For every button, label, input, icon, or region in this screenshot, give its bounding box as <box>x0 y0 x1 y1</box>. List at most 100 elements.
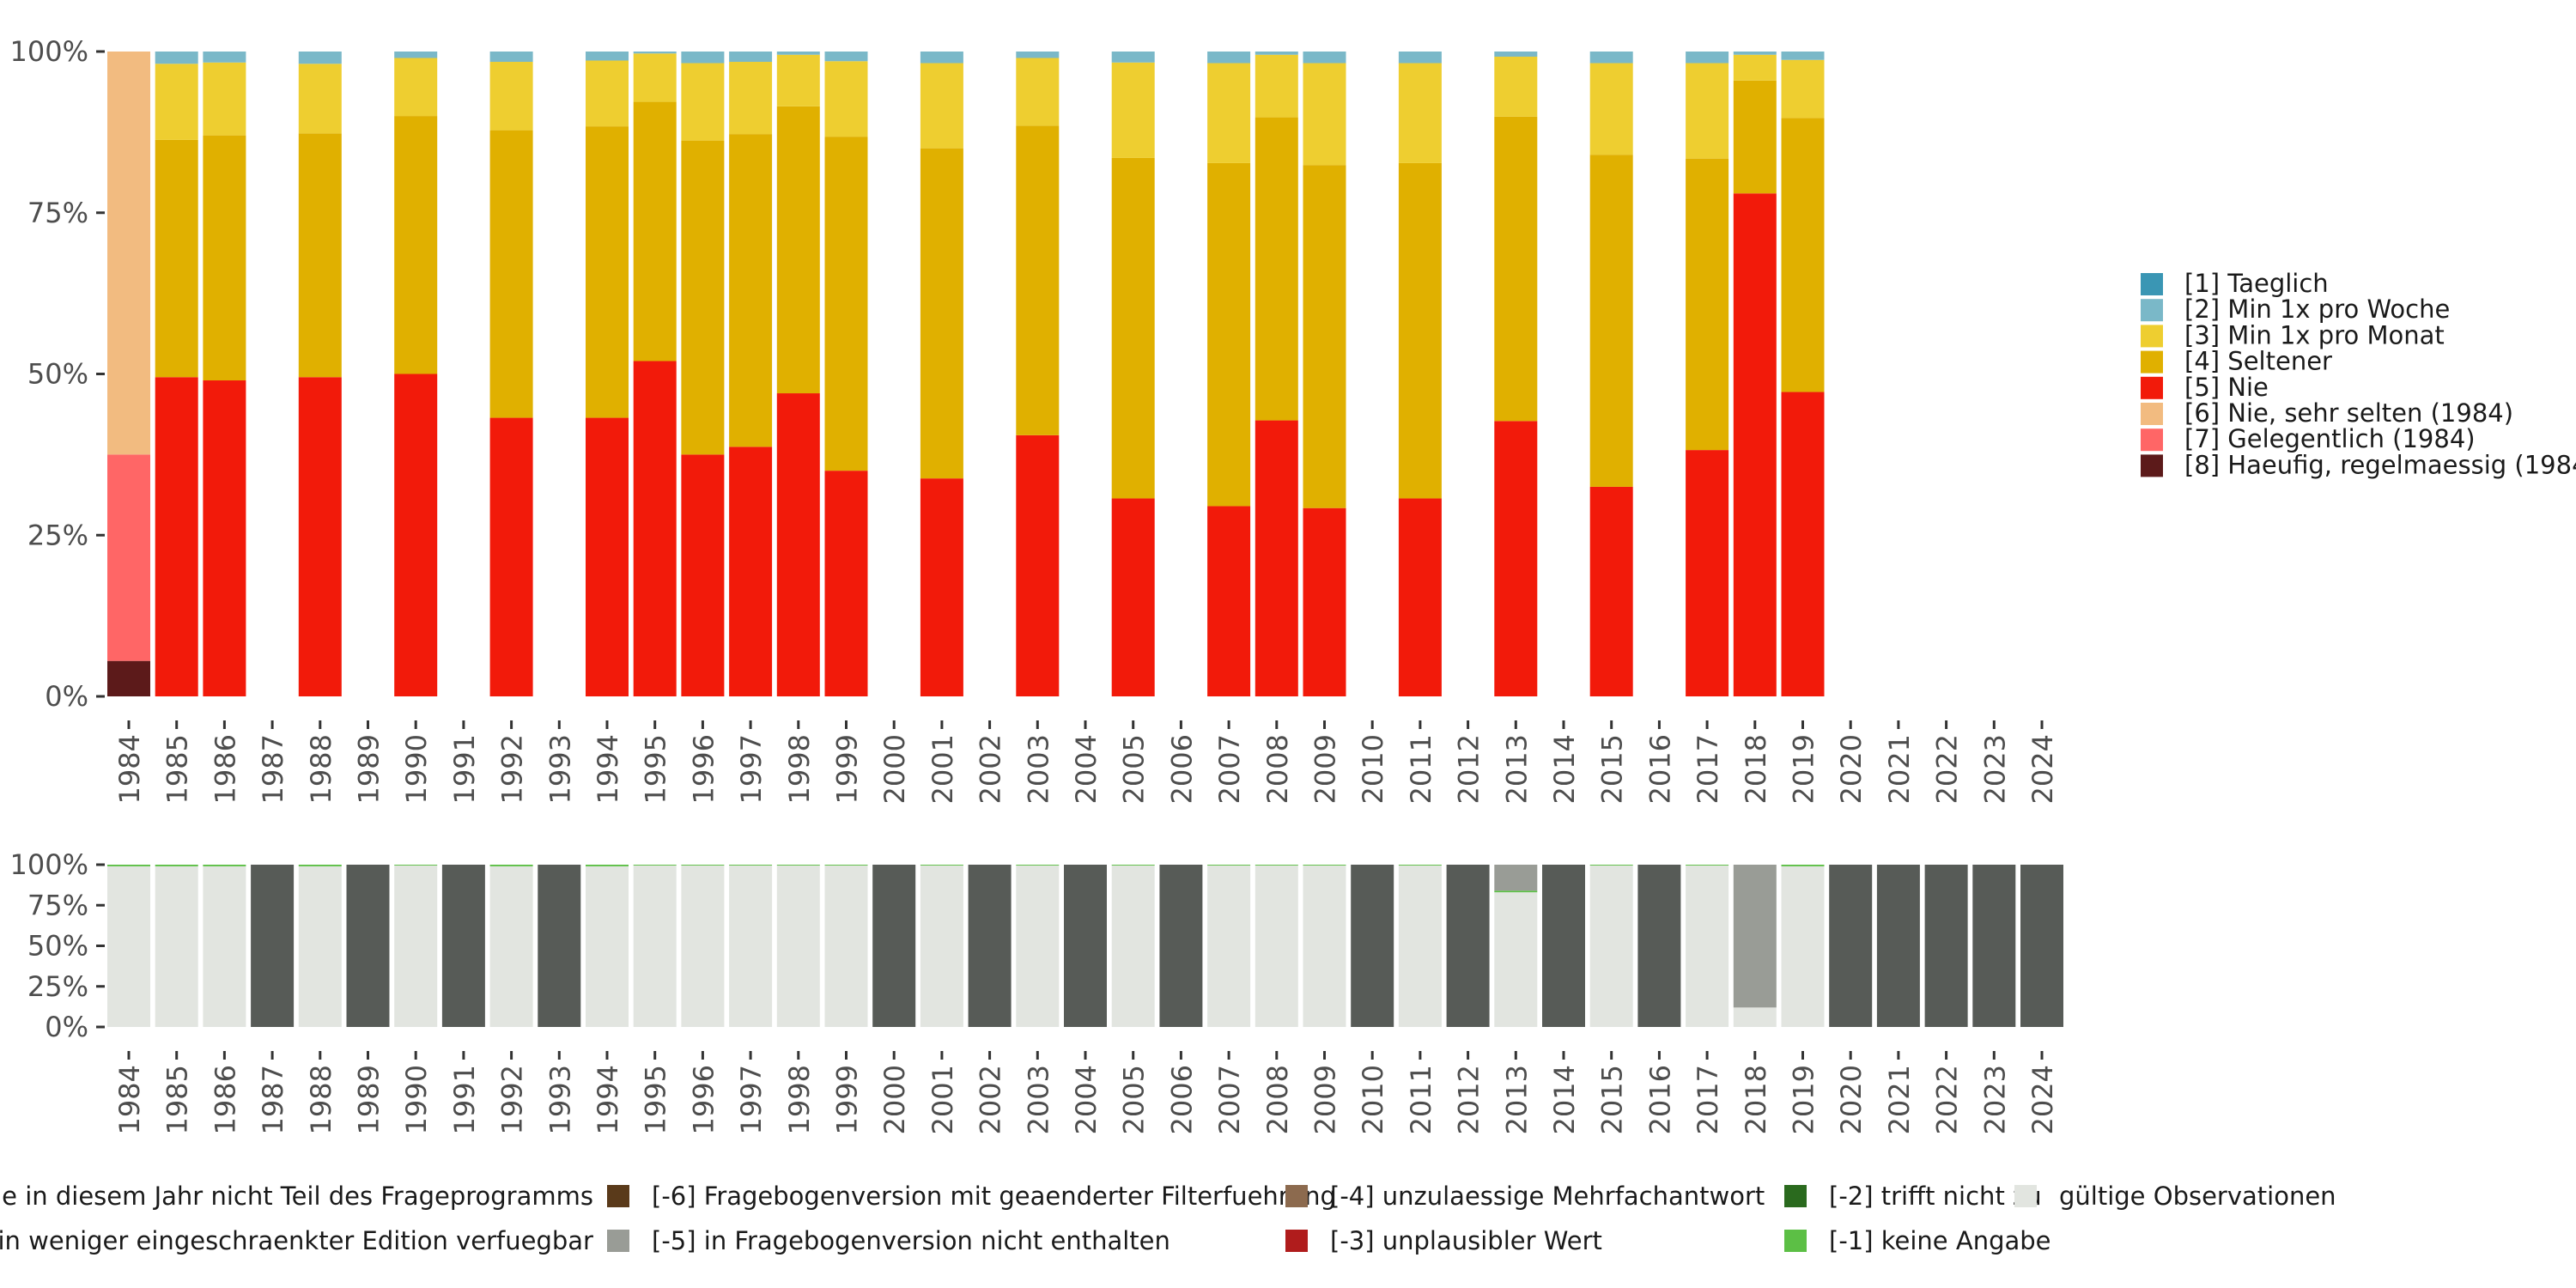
top-bar-2018--2-min-1x-pro-woche <box>1733 52 1777 55</box>
top-x-tick-label: 2021 <box>1883 734 1916 804</box>
top-x-tick-label: 1999 <box>831 734 864 804</box>
top-bar-2001--5-nie <box>920 478 963 696</box>
top-bar-1996--3-min-1x-pro-monat <box>681 63 725 141</box>
top-legend-label: [4] Seltener <box>2184 347 2332 376</box>
top-x-tick-label: 2010 <box>1357 734 1389 804</box>
bottom-bar-2001-g-ltige-observationen <box>920 865 963 1027</box>
top-y-tick-label: 50% <box>27 358 88 391</box>
bottom-bar-2008-g-ltige-observationen <box>1255 865 1298 1027</box>
top-legend-key <box>2141 403 2163 425</box>
bottom-x-tick-label: 2007 <box>1213 1065 1246 1134</box>
top-bar-2008--5-nie <box>1255 420 1298 696</box>
top-bar-2007--2-min-1x-pro-woche <box>1207 52 1251 64</box>
top-x-tick-label: 1994 <box>592 734 624 804</box>
bottom-bar-2017-g-ltige-observationen <box>1686 865 1729 1027</box>
bottom-y-tick-label: 50% <box>27 930 88 963</box>
top-bar-2003--3-min-1x-pro-monat <box>1016 58 1060 126</box>
top-bar-1997--3-min-1x-pro-monat <box>729 62 773 135</box>
top-bar-2017--5-nie <box>1686 450 1729 696</box>
top-x-tick-label: 2013 <box>1500 734 1533 804</box>
bottom-bar-1994--1-keine-angabe <box>586 865 629 866</box>
top-x-tick-label: 1993 <box>544 734 576 804</box>
bottom-legend-label: [-6] Fragebogenversion mit geaenderter F… <box>652 1182 1336 1211</box>
top-bar-2019--2-min-1x-pro-woche <box>1781 52 1825 60</box>
top-bar-2013--3-min-1x-pro-monat <box>1494 57 1538 117</box>
bottom-legend-label: [-1] keine Angabe <box>1829 1226 2051 1255</box>
top-bar-1990--2-min-1x-pro-woche <box>394 52 438 58</box>
top-bar-2003--5-nie <box>1016 434 1060 696</box>
top-bar-2005--5-nie <box>1111 498 1155 696</box>
bottom-bar-2002--8-frage-in-diesem-jahr-nicht-teil-des-frageprogramms <box>968 865 1012 1027</box>
top-bar-1986--2-min-1x-pro-woche <box>203 52 246 63</box>
top-bar-2011--5-nie <box>1398 498 1442 696</box>
top-x-tick-label: 2007 <box>1213 734 1246 804</box>
bottom-legend-label: [-5] in Fragebogenversion nicht enthalte… <box>652 1226 1170 1255</box>
bottom-bar-2004--8-frage-in-diesem-jahr-nicht-teil-des-frageprogramms <box>1064 865 1107 1027</box>
top-x-tick-label: 1988 <box>305 734 337 804</box>
bottom-x-tick-label: 1985 <box>161 1065 194 1134</box>
bottom-y-tick-label: 25% <box>27 970 88 1003</box>
top-bar-2001--3-min-1x-pro-monat <box>920 63 963 149</box>
bottom-legend-label: [-7] Nur in weniger eingeschraenkter Edi… <box>0 1226 593 1255</box>
top-legend-label: [3] Min 1x pro Monat <box>2184 320 2445 349</box>
bottom-x-tick-label: 1999 <box>831 1065 864 1134</box>
top-bar-1990--3-min-1x-pro-monat <box>394 58 438 117</box>
bottom-x-tick-label: 2013 <box>1500 1065 1533 1134</box>
bottom-bar-1984-g-ltige-observationen <box>107 866 150 1027</box>
top-x-tick-label: 2022 <box>1931 734 1964 804</box>
top-bar-2011--2-min-1x-pro-woche <box>1398 52 1442 64</box>
top-bar-1997--2-min-1x-pro-woche <box>729 52 773 63</box>
bottom-bar-2018-g-ltige-observationen <box>1733 1007 1777 1027</box>
bottom-bar-2020--8-frage-in-diesem-jahr-nicht-teil-des-frageprogramms <box>1829 865 1873 1027</box>
top-bar-2019--5-nie <box>1781 392 1825 696</box>
top-legend-label: [8] Haeufig, regelmaessig (1984) <box>2184 450 2576 479</box>
top-x-tick-label: 1987 <box>257 734 289 804</box>
bottom-bar-2024--8-frage-in-diesem-jahr-nicht-teil-des-frageprogramms <box>2020 865 2063 1027</box>
bottom-x-tick-label: 2000 <box>878 1065 911 1134</box>
top-x-tick-label: 2001 <box>927 734 959 804</box>
bottom-panel: 0% 25% 50% 75% 100% 1984 1985 1986 1987 1988 1989 1… <box>10 848 2063 1134</box>
bottom-bar-2010--8-frage-in-diesem-jahr-nicht-teil-des-frageprogramms <box>1351 865 1394 1027</box>
top-legend-label: [5] Nie <box>2184 373 2269 402</box>
bottom-x-tick-label: 2021 <box>1883 1065 1916 1134</box>
top-bar-2015--5-nie <box>1589 486 1633 696</box>
bottom-bar-1997-g-ltige-observationen <box>729 865 773 1027</box>
top-x-tick-label: 1986 <box>209 734 241 804</box>
top-bar-1986--3-min-1x-pro-monat <box>203 62 246 136</box>
bottom-bar-1993--8-frage-in-diesem-jahr-nicht-teil-des-frageprogramms <box>538 865 581 1027</box>
top-legend-key <box>2141 454 2163 477</box>
bottom-bar-1995-g-ltige-observationen <box>633 865 677 1027</box>
bottom-bar-1987--8-frage-in-diesem-jahr-nicht-teil-des-frageprogramms <box>251 865 295 1027</box>
top-bar-2009--2-min-1x-pro-woche <box>1303 52 1346 64</box>
bottom-bar-2003-g-ltige-observationen <box>1016 865 1060 1027</box>
top-bar-2007--5-nie <box>1207 506 1251 696</box>
top-x-tick-label: 2012 <box>1453 734 1485 804</box>
bottom-y-tick-label: 100% <box>10 848 88 881</box>
bottom-bar-2018--5-in-fragebogenversion-nicht-enthalten <box>1733 865 1777 1008</box>
bottom-legend-label: [-3] unplausibler Wert <box>1330 1226 1602 1255</box>
bottom-legend-key <box>2014 1185 2037 1207</box>
top-bar-1985--2-min-1x-pro-woche <box>155 52 198 64</box>
bottom-bar-1999--1-keine-angabe <box>824 865 868 866</box>
top-bar-1988--5-nie <box>298 377 342 696</box>
top-bar-2007--4-seltener <box>1207 162 1251 507</box>
top-bar-1998--3-min-1x-pro-monat <box>776 54 820 106</box>
bottom-bar-2011-g-ltige-observationen <box>1398 865 1442 1027</box>
top-bar-1999--4-seltener <box>824 137 868 471</box>
bottom-legend-key <box>1285 1185 1308 1207</box>
top-bar-1986--4-seltener <box>203 135 246 381</box>
top-bar-1988--2-min-1x-pro-woche <box>298 52 342 64</box>
top-panel: 0% 25% 50% 75% 100% 1984 1985 1986 1987 1988 1989 1… <box>10 35 2059 804</box>
top-bar-1998--5-nie <box>776 393 820 696</box>
bottom-x-tick-label: 2012 <box>1453 1065 1485 1134</box>
top-bar-2015--3-min-1x-pro-monat <box>1589 63 1633 155</box>
bottom-x-tick-label: 2019 <box>1788 1065 1820 1134</box>
bottom-legend-label: [-8] Frage in diesem Jahr nicht Teil des… <box>0 1182 593 1211</box>
top-legend-label: [2] Min 1x pro Woche <box>2184 295 2450 324</box>
top-bar-1990--5-nie <box>394 374 438 696</box>
top-legend-label: [7] Gelegentlich (1984) <box>2184 424 2476 453</box>
bottom-y-tick-label: 75% <box>27 889 88 921</box>
top-bar-2008--2-min-1x-pro-woche <box>1255 52 1298 55</box>
top-bar-1999--5-nie <box>824 471 868 696</box>
